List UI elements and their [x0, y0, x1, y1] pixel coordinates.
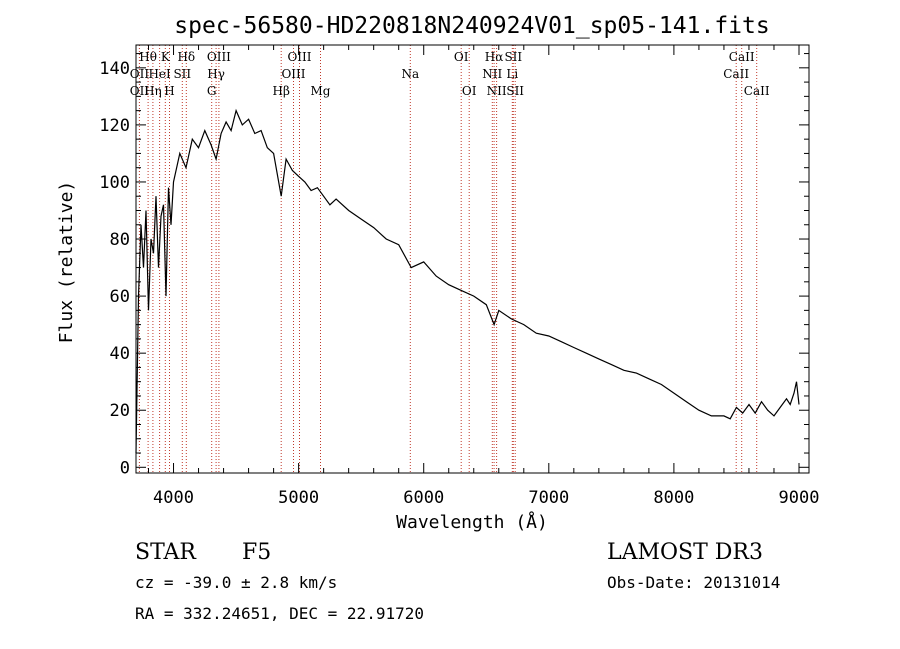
- redshift-cz: cz = -39.0 ± 2.8 km/s: [135, 573, 337, 592]
- spectral-line-label: Hα: [485, 50, 504, 64]
- spectral-line-label: K: [161, 50, 171, 64]
- spectral-line-label: OI: [462, 84, 477, 98]
- y-axis-label: Flux (relative): [56, 181, 77, 344]
- x-axis-label: Wavelength (Å): [396, 511, 548, 533]
- object-subclass: F5: [242, 540, 271, 565]
- spectral-line-label: SII: [506, 84, 524, 98]
- plot-frame: [135, 44, 810, 474]
- y-tick-label: 0: [120, 458, 130, 478]
- spectral-line-label: OIII: [281, 67, 305, 81]
- spectral-line-label: OIII: [287, 50, 311, 64]
- spectral-line-label: Hβ: [272, 84, 289, 98]
- spectral-line-label: Mg: [311, 84, 331, 98]
- y-axis-ticks: 0 20 40 60 80 100 120 140: [99, 53, 809, 478]
- y-tick-label: 140: [99, 59, 130, 79]
- spectral-line-label: Hη: [144, 84, 162, 98]
- x-tick-label: 9000: [779, 488, 820, 508]
- object-class: STAR: [135, 540, 197, 565]
- spectral-line-label: HeI: [148, 67, 171, 81]
- x-tick-label: 5000: [278, 488, 319, 508]
- spectral-line-label: Hδ: [177, 50, 195, 64]
- spectral-line-label: Hθ: [139, 50, 157, 64]
- x-tick-label: 8000: [653, 488, 694, 508]
- spectral-line-label: CaII: [723, 67, 749, 81]
- x-axis-ticks: 4000 5000 6000 7000 8000 9000: [148, 45, 820, 508]
- coordinates: RA = 332.24651, DEC = 22.91720: [135, 604, 424, 623]
- survey-name: LAMOST DR3: [607, 540, 763, 565]
- spectral-line-label: CaII: [729, 50, 755, 64]
- spectral-line-label: NII: [487, 84, 507, 98]
- y-tick-label: 120: [99, 116, 130, 136]
- y-tick-label: 60: [110, 287, 130, 307]
- y-tick-label: 40: [110, 344, 130, 364]
- spectral-line-label: OI: [454, 50, 469, 64]
- observation-date: Obs-Date: 20131014: [607, 573, 780, 592]
- y-tick-label: 80: [110, 230, 130, 250]
- spectral-line-label: Li: [506, 67, 518, 81]
- y-tick-label: 20: [110, 401, 130, 421]
- spectral-line-label: CaII: [744, 84, 770, 98]
- spectral-line-label: Hγ: [207, 67, 225, 81]
- spectral-line-label: SII: [504, 50, 522, 64]
- x-tick-label: 6000: [403, 488, 444, 508]
- x-tick-label: 7000: [528, 488, 569, 508]
- flux-series-line: [135, 108, 800, 454]
- spectral-line-label: OIII: [207, 50, 231, 64]
- spectral-line-label: G: [207, 84, 217, 98]
- spectral-line-label: Na: [401, 67, 419, 81]
- spectral-line-label: H: [164, 84, 174, 98]
- x-tick-label: 4000: [153, 488, 194, 508]
- y-tick-label: 100: [99, 173, 130, 193]
- chart-title: spec-56580-HD220818N240924V01_sp05-141.f…: [174, 13, 769, 39]
- spectral-line-label: OII: [130, 84, 150, 98]
- spectral-line-label: NII: [482, 67, 502, 81]
- spectral-line-markers: [138, 45, 758, 473]
- spectral-line-label: SII: [173, 67, 191, 81]
- spectral-line-label: OII: [130, 67, 150, 81]
